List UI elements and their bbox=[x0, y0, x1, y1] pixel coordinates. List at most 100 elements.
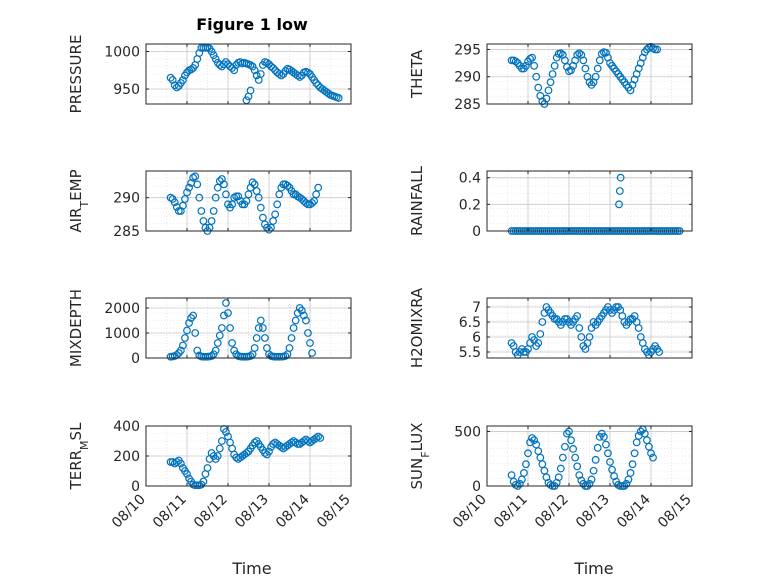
data-point bbox=[310, 197, 319, 205]
y-tick-label: 1000 bbox=[104, 45, 140, 61]
x-axis-label-left: Time bbox=[231, 559, 271, 578]
data-point bbox=[183, 470, 191, 478]
axes-rainfall: 0 0.2 0.4 RAINFALL bbox=[408, 165, 693, 240]
y-tick-label: 6.5 bbox=[459, 315, 481, 331]
data-point bbox=[181, 334, 189, 342]
y-tick-label: 5.5 bbox=[459, 345, 481, 361]
data-point bbox=[166, 73, 175, 82]
data-point bbox=[242, 197, 251, 205]
x-tick-label: 08/11 bbox=[491, 492, 531, 532]
data-point bbox=[334, 94, 343, 102]
data-point bbox=[256, 316, 265, 325]
data-point bbox=[634, 324, 643, 332]
data-point bbox=[183, 326, 191, 335]
data-point bbox=[254, 193, 263, 202]
data-point bbox=[295, 73, 304, 81]
data-point bbox=[312, 190, 321, 199]
data-point bbox=[269, 64, 278, 72]
data-point bbox=[302, 316, 310, 325]
data-point bbox=[258, 213, 267, 222]
data-point bbox=[248, 62, 257, 71]
data-point bbox=[183, 188, 191, 197]
data-point bbox=[250, 438, 259, 447]
data-point bbox=[211, 346, 220, 355]
data-point bbox=[252, 187, 261, 195]
data-point bbox=[256, 203, 265, 212]
y-tick-label: 6 bbox=[472, 330, 481, 346]
data-point bbox=[593, 64, 602, 73]
y-tick-label: 950 bbox=[113, 82, 140, 98]
y-tick-label: 0 bbox=[131, 351, 140, 367]
y-axis-label: TERRMSL bbox=[67, 422, 91, 491]
data-point bbox=[567, 436, 575, 445]
data-point bbox=[265, 447, 273, 456]
y-tick-label: 1000 bbox=[104, 326, 140, 342]
data-point bbox=[226, 324, 234, 332]
data-point bbox=[615, 187, 624, 195]
data-point bbox=[228, 200, 237, 209]
data-point bbox=[573, 51, 582, 59]
data-point bbox=[615, 200, 623, 209]
data-point bbox=[569, 445, 577, 453]
data-point bbox=[193, 180, 202, 189]
data-point bbox=[275, 190, 284, 199]
y-tick-label: 500 bbox=[454, 424, 481, 440]
data-point bbox=[191, 172, 200, 181]
x-tick-label: 08/15 bbox=[655, 492, 695, 532]
data-point bbox=[230, 66, 239, 75]
data-point bbox=[185, 183, 193, 192]
data-point bbox=[546, 78, 555, 87]
data-point bbox=[561, 442, 569, 451]
data-point bbox=[207, 217, 216, 225]
data-point bbox=[219, 311, 228, 320]
y-tick-label: 2000 bbox=[104, 301, 140, 317]
data-point bbox=[215, 331, 224, 340]
data-point bbox=[511, 57, 520, 66]
data-point bbox=[649, 453, 657, 462]
data-point bbox=[585, 479, 594, 488]
data-point bbox=[176, 346, 185, 355]
x-tick-label: 08/12 bbox=[191, 492, 231, 532]
axes-frame bbox=[486, 297, 693, 359]
axes-theta: 285 290 295 THETA bbox=[408, 42, 693, 113]
data-point bbox=[589, 466, 598, 475]
data-point bbox=[567, 66, 575, 75]
data-point bbox=[591, 72, 600, 81]
data-point bbox=[203, 464, 212, 472]
data-point bbox=[254, 324, 263, 332]
data-point bbox=[289, 324, 298, 332]
data-point bbox=[211, 193, 220, 202]
data-point bbox=[244, 190, 253, 199]
axes-h2omixra: 5.566.57 H2OMIXRA bbox=[408, 287, 693, 368]
data-point bbox=[217, 324, 226, 332]
axes-mixdepth: 0 1000 2000 MIXDEPTH bbox=[67, 289, 352, 367]
data-point bbox=[636, 427, 645, 436]
data-point bbox=[534, 339, 543, 347]
data-point bbox=[187, 65, 196, 74]
y-tick-label: 285 bbox=[113, 224, 140, 240]
data-point bbox=[207, 352, 216, 360]
data-point bbox=[181, 195, 189, 203]
data-point bbox=[558, 453, 567, 462]
data-point bbox=[556, 49, 565, 58]
data-point bbox=[174, 349, 183, 357]
data-point bbox=[265, 225, 273, 234]
data-point bbox=[544, 86, 553, 95]
data-point bbox=[538, 318, 547, 326]
data-point bbox=[591, 455, 600, 464]
data-point bbox=[209, 51, 218, 60]
data-point bbox=[250, 344, 259, 352]
data-point bbox=[281, 352, 290, 360]
data-point bbox=[536, 330, 545, 338]
data-point bbox=[520, 469, 528, 477]
axes-pressure: 950 1000 PRESSURE bbox=[67, 35, 352, 113]
data-point bbox=[242, 449, 251, 457]
data-point bbox=[308, 199, 316, 207]
data-point bbox=[185, 319, 193, 327]
data-point bbox=[312, 79, 321, 87]
data-point bbox=[273, 200, 282, 209]
data-point bbox=[524, 449, 532, 458]
data-point bbox=[277, 71, 286, 80]
data-point bbox=[176, 459, 185, 468]
y-tick-label: 290 bbox=[454, 70, 481, 86]
